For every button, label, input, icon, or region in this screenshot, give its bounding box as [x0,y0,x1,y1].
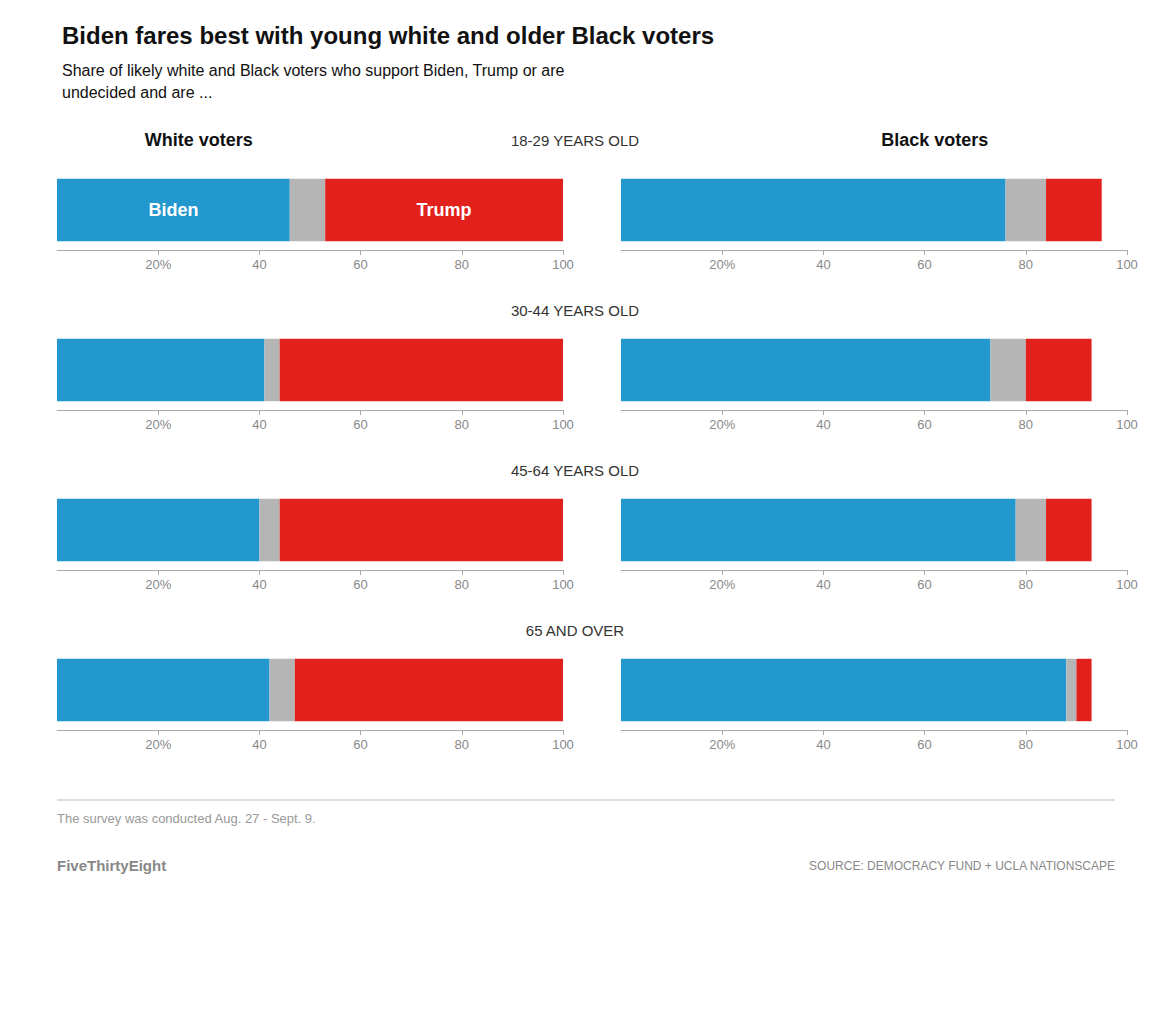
svg-text:40: 40 [252,417,266,432]
svg-text:40: 40 [252,257,266,272]
svg-text:20%: 20% [709,257,735,272]
svg-text:60: 60 [353,417,367,432]
svg-text:60: 60 [917,737,931,752]
svg-text:20%: 20% [709,737,735,752]
svg-text:80: 80 [455,737,469,752]
svg-text:Trump: Trump [417,200,472,220]
svg-text:80: 80 [455,257,469,272]
svg-text:Black voters: Black voters [881,130,988,150]
svg-text:18-29 YEARS OLD: 18-29 YEARS OLD [511,132,639,149]
svg-text:100: 100 [1116,257,1138,272]
svg-text:80: 80 [1019,577,1033,592]
svg-text:100: 100 [1116,417,1138,432]
svg-text:40: 40 [816,417,830,432]
svg-text:65 AND OVER: 65 AND OVER [526,622,625,639]
svg-text:The survey was conducted Aug.: The survey was conducted Aug. 27 - Sept.… [57,811,316,826]
svg-text:30-44 YEARS OLD: 30-44 YEARS OLD [511,302,639,319]
svg-text:Biden fares best with young wh: Biden fares best with young white and ol… [62,22,714,49]
svg-text:100: 100 [1116,577,1138,592]
svg-text:20%: 20% [145,257,171,272]
svg-text:40: 40 [252,577,266,592]
svg-text:40: 40 [816,257,830,272]
svg-text:20%: 20% [709,417,735,432]
svg-text:White voters: White voters [145,130,253,150]
svg-text:60: 60 [353,257,367,272]
svg-text:60: 60 [353,737,367,752]
svg-text:FiveThirtyEight: FiveThirtyEight [57,857,166,874]
svg-text:100: 100 [552,257,574,272]
svg-text:80: 80 [455,577,469,592]
svg-text:20%: 20% [145,417,171,432]
svg-text:80: 80 [1019,737,1033,752]
svg-text:60: 60 [917,257,931,272]
svg-text:Share of likely white and Blac: Share of likely white and Black voters w… [62,62,565,79]
svg-text:100: 100 [552,417,574,432]
svg-text:45-64 YEARS OLD: 45-64 YEARS OLD [511,462,639,479]
svg-text:80: 80 [1019,417,1033,432]
svg-text:40: 40 [816,737,830,752]
svg-text:20%: 20% [709,577,735,592]
svg-text:SOURCE: DEMOCRACY FUND + UCLA: SOURCE: DEMOCRACY FUND + UCLA NATIONSCAP… [809,859,1115,873]
svg-text:40: 40 [252,737,266,752]
svg-text:100: 100 [1116,737,1138,752]
svg-text:60: 60 [353,577,367,592]
svg-text:60: 60 [917,577,931,592]
svg-text:undecided and are ...: undecided and are ... [62,84,212,101]
svg-text:60: 60 [917,417,931,432]
svg-text:20%: 20% [145,577,171,592]
svg-text:20%: 20% [145,737,171,752]
svg-text:Biden: Biden [148,200,198,220]
svg-text:100: 100 [552,737,574,752]
svg-text:80: 80 [455,417,469,432]
svg-text:100: 100 [552,577,574,592]
svg-text:40: 40 [816,577,830,592]
svg-text:80: 80 [1019,257,1033,272]
